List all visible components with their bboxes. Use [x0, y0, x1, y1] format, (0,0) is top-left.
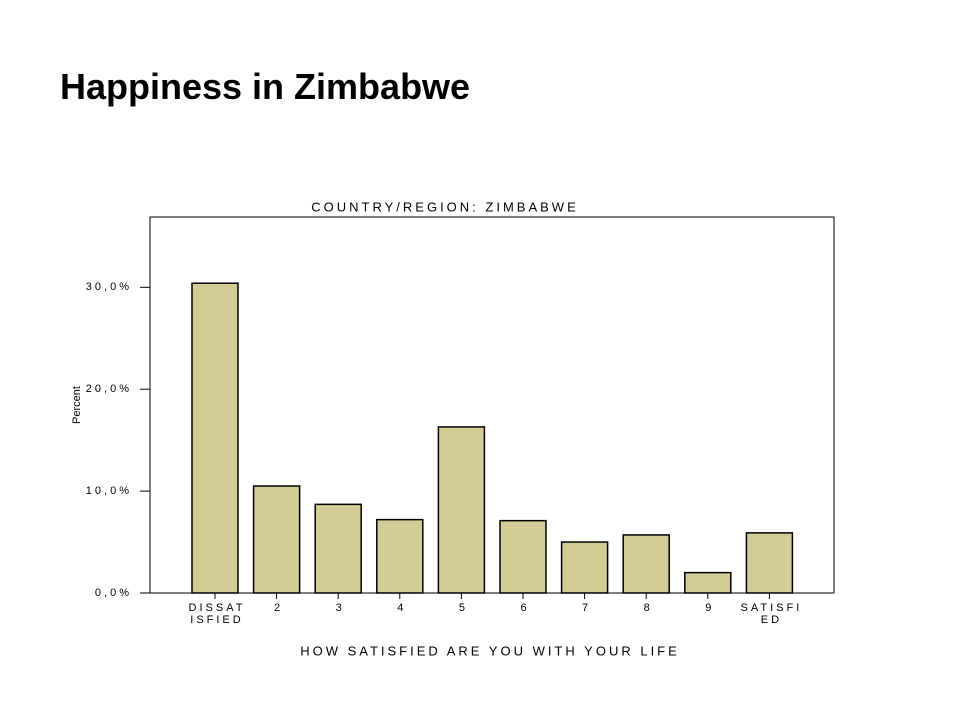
bar — [560, 541, 609, 594]
x-tick-label: 3 — [335, 602, 345, 614]
y-tick-label: 20,0% — [86, 383, 132, 395]
bar — [745, 532, 794, 594]
slide-title: Happiness in Zimbabwe — [60, 66, 471, 107]
chart-title: COUNTRY/REGION: ZIMBABWE — [311, 199, 579, 214]
x-tick-label: 9 — [705, 602, 715, 614]
bar — [252, 485, 301, 594]
bar — [376, 518, 424, 594]
x-tick-label: DISSATISFIED — [188, 602, 246, 626]
bar — [499, 519, 547, 594]
x-tick-label: 6 — [520, 602, 530, 614]
bar — [684, 571, 732, 594]
x-tick-label: 5 — [458, 602, 468, 614]
x-tick-label: 4 — [397, 602, 407, 614]
y-tick-label: 30,0% — [86, 281, 132, 293]
y-tick-label: 10,0% — [86, 485, 132, 497]
x-tick-label: 8 — [643, 602, 653, 614]
bar — [622, 534, 670, 594]
x-tick-label: 7 — [582, 602, 592, 614]
plot-frame — [149, 216, 835, 594]
bar — [437, 426, 486, 594]
y-axis-label: Percent — [71, 386, 83, 424]
x-tick-label: SATISFIED — [740, 602, 803, 626]
x-axis-label: HOW SATISFIED ARE YOU WITH YOUR LIFE — [300, 643, 680, 658]
bar — [191, 282, 239, 594]
x-tick-label: 2 — [274, 602, 284, 614]
bar — [314, 503, 362, 594]
y-tick-label: 0,0% — [95, 587, 132, 599]
